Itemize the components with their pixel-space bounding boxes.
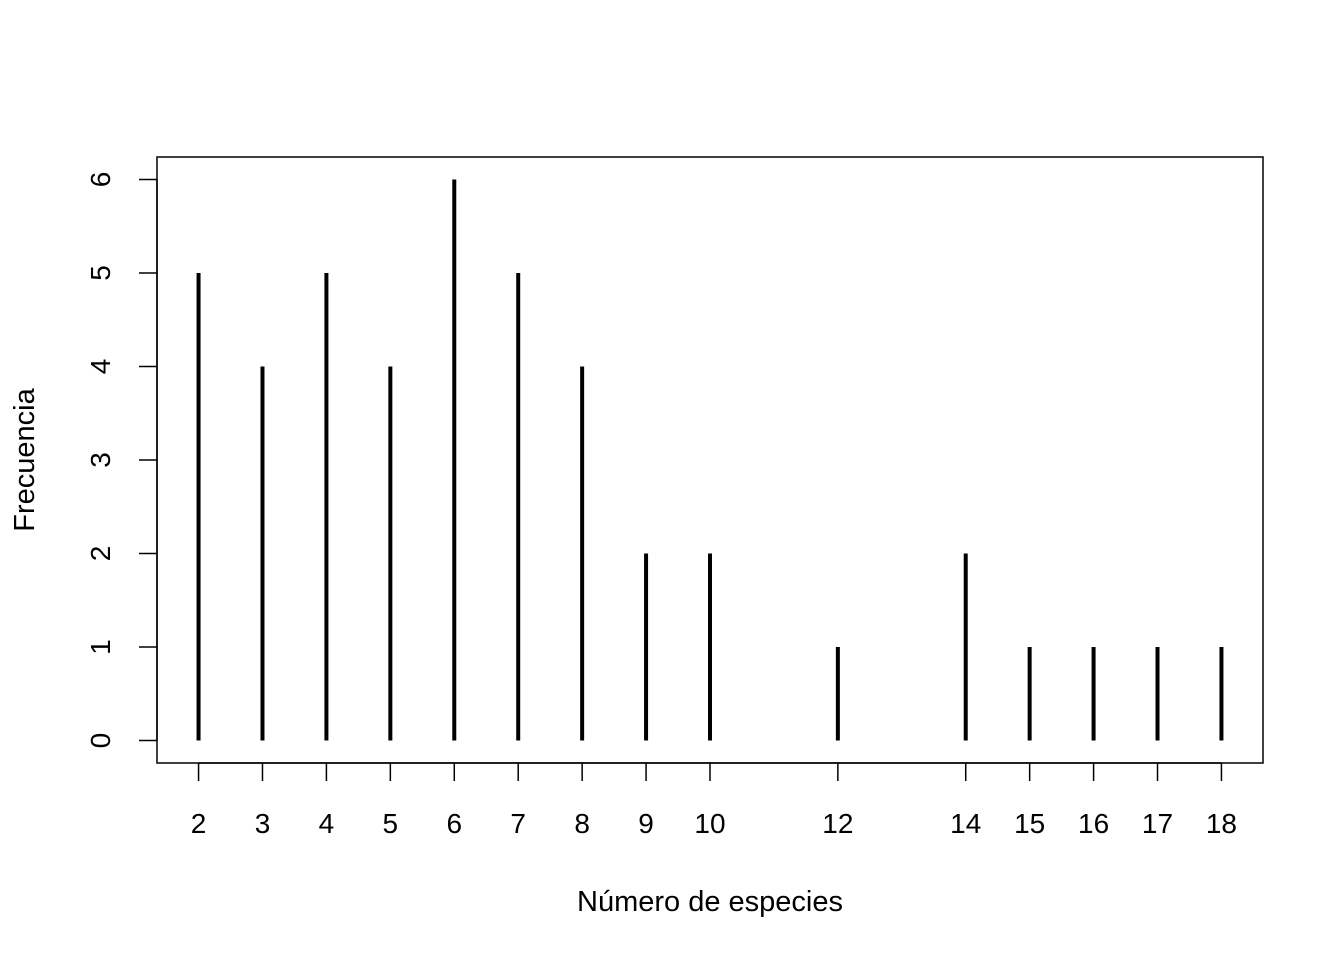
x-axis: 2 3 4 5 6 7 8 9 10 12 14 15 16 17 18 (191, 762, 1237, 839)
y-tick-label: 5 (85, 265, 116, 281)
x-tick-label: 18 (1206, 808, 1237, 839)
y-tick-label: 6 (85, 172, 116, 188)
x-tick-label: 2 (191, 808, 207, 839)
x-tick-label: 15 (1014, 808, 1045, 839)
x-tick-label: 4 (319, 808, 335, 839)
y-tick-label: 2 (85, 546, 116, 562)
x-tick-label: 9 (638, 808, 654, 839)
x-tick-label: 6 (446, 808, 462, 839)
x-tick-label: 5 (383, 808, 399, 839)
x-tick-label: 17 (1142, 808, 1173, 839)
x-axis-label: Número de especies (577, 886, 843, 918)
x-tick-label: 16 (1078, 808, 1109, 839)
y-tick-label: 3 (85, 452, 116, 468)
x-tick-label: 14 (950, 808, 981, 839)
x-tick-label: 3 (255, 808, 271, 839)
x-tick-label: 10 (694, 808, 725, 839)
y-tick-label: 0 (85, 733, 116, 749)
y-tick-label: 4 (85, 359, 116, 375)
x-tick-label: 12 (822, 808, 853, 839)
y-tick-label: 1 (85, 639, 116, 655)
y-axis-label: Frecuencia (9, 387, 41, 531)
y-axis: 0 1 2 3 4 5 6 (85, 172, 158, 749)
frequency-lines (196, 179, 1224, 741)
x-tick-label: 8 (574, 808, 590, 839)
x-tick-label: 7 (510, 808, 526, 839)
